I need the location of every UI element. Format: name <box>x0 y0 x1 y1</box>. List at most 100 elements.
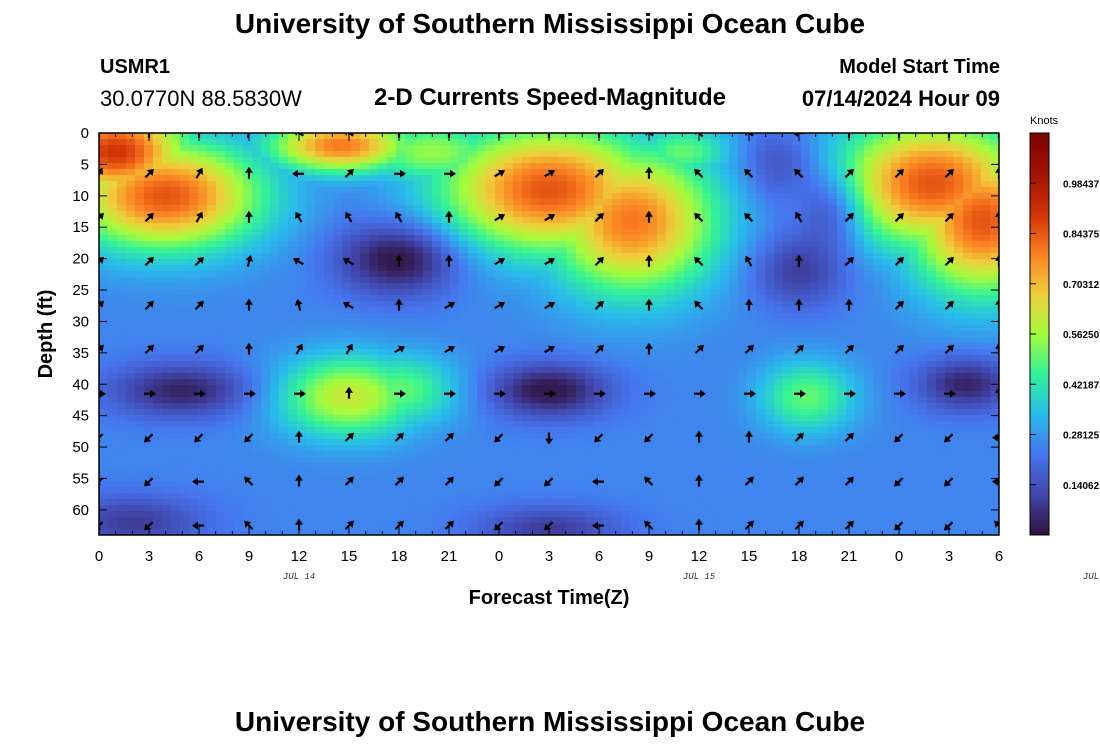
heatmap-cell <box>873 301 883 308</box>
heatmap-cell <box>144 235 154 242</box>
heatmap-cell <box>873 337 883 344</box>
heatmap-cell <box>981 235 991 242</box>
heatmap-cell <box>414 265 424 272</box>
heatmap-cell <box>423 145 433 152</box>
heatmap-cell <box>612 145 622 152</box>
heatmap-cell <box>432 187 442 194</box>
heatmap-cell <box>981 343 991 350</box>
heatmap-cell <box>108 253 118 260</box>
heatmap-cell <box>675 331 685 338</box>
heatmap-cell <box>306 205 316 212</box>
heatmap-cell <box>441 325 451 332</box>
heatmap-cell <box>972 343 982 350</box>
heatmap-cell <box>855 307 865 314</box>
heatmap-cell <box>864 181 874 188</box>
heatmap-cell <box>936 361 946 368</box>
heatmap-cell <box>648 181 658 188</box>
heatmap-cell <box>990 205 999 212</box>
heatmap-cell <box>657 241 667 248</box>
heatmap-cell <box>630 259 640 266</box>
heatmap-cell <box>513 169 523 176</box>
heatmap-cell <box>477 211 487 218</box>
heatmap-cell <box>423 307 433 314</box>
heatmap-cell <box>234 289 244 296</box>
heatmap-cell <box>621 253 631 260</box>
heatmap-cell <box>747 361 757 368</box>
heatmap-cell <box>594 205 604 212</box>
heatmap-cell <box>612 385 622 392</box>
heatmap-cell <box>297 271 307 278</box>
heatmap-cell <box>468 271 478 278</box>
heatmap-cell <box>891 265 901 272</box>
heatmap-cell <box>594 175 604 182</box>
heatmap-cell <box>162 217 172 224</box>
heatmap-cell <box>135 169 145 176</box>
heatmap-cell <box>666 133 676 140</box>
heatmap-cell <box>900 337 910 344</box>
heatmap-cell <box>495 157 505 164</box>
heatmap-cell <box>405 343 415 350</box>
heatmap-cell <box>126 217 136 224</box>
heatmap-cell <box>567 301 577 308</box>
heatmap-cell <box>342 241 352 248</box>
heatmap-cell <box>153 205 163 212</box>
heatmap-cell <box>225 133 235 140</box>
heatmap-cell <box>234 409 244 416</box>
heatmap-cell <box>783 199 793 206</box>
heatmap-cell <box>972 217 982 224</box>
heatmap-cell <box>216 247 226 254</box>
heatmap-cell <box>765 247 775 254</box>
heatmap-cell <box>378 349 388 356</box>
heatmap-cell <box>162 331 172 338</box>
heatmap-cell <box>900 133 910 140</box>
heatmap-cell <box>657 133 667 140</box>
heatmap-cell <box>711 427 721 434</box>
heatmap-cell <box>126 169 136 176</box>
heatmap-cell <box>162 229 172 236</box>
heatmap-cell <box>522 235 532 242</box>
heatmap-cell <box>342 271 352 278</box>
heatmap-cell <box>324 211 334 218</box>
heatmap-cell <box>882 409 892 416</box>
heatmap-cell <box>666 307 676 314</box>
heatmap-cell <box>990 217 999 224</box>
heatmap-cell <box>144 337 154 344</box>
heatmap-cell <box>630 277 640 284</box>
heatmap-cell <box>171 205 181 212</box>
heatmap-cell <box>288 145 298 152</box>
heatmap-cell <box>828 259 838 266</box>
heatmap-cell <box>972 385 982 392</box>
heatmap-cell <box>900 289 910 296</box>
heatmap-cell <box>270 331 280 338</box>
heatmap-cell <box>135 205 145 212</box>
heatmap-cell <box>846 397 856 404</box>
heatmap-cell <box>108 193 118 200</box>
heatmap-cell <box>783 313 793 320</box>
heatmap-cell <box>702 379 712 386</box>
heatmap-cell <box>432 235 442 242</box>
heatmap-cell <box>756 283 766 290</box>
heatmap-cell <box>162 355 172 362</box>
heatmap-cell <box>252 421 262 428</box>
heatmap-cell <box>432 421 442 428</box>
heatmap-cell <box>459 223 469 230</box>
heatmap-cell <box>288 277 298 284</box>
heatmap-cell <box>504 277 514 284</box>
heatmap-cell <box>684 241 694 248</box>
heatmap-cell <box>243 175 253 182</box>
heatmap-cell <box>135 331 145 338</box>
heatmap-cell <box>279 343 289 350</box>
heatmap-cell <box>810 139 820 146</box>
heatmap-cell <box>639 409 649 416</box>
heatmap-cell <box>828 427 838 434</box>
heatmap-cell <box>243 157 253 164</box>
heatmap-cell <box>297 427 307 434</box>
heatmap-cell <box>216 145 226 152</box>
heatmap-cell <box>387 415 397 422</box>
heatmap-cell <box>198 319 208 326</box>
heatmap-cell <box>567 409 577 416</box>
heatmap-cell <box>702 241 712 248</box>
heatmap-cell <box>342 151 352 158</box>
heatmap-cell <box>882 355 892 362</box>
heatmap-cell <box>171 277 181 284</box>
